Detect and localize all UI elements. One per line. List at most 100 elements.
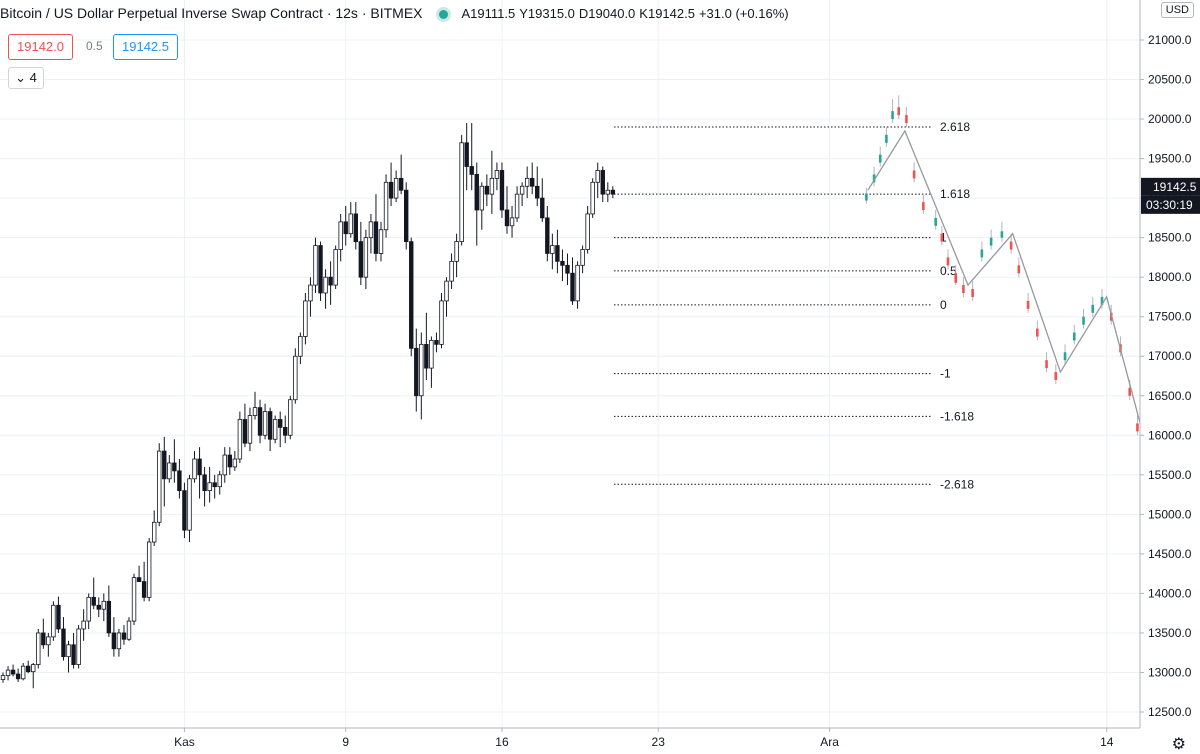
candle bbox=[424, 312, 429, 380]
candle-body bbox=[499, 170, 505, 211]
candle bbox=[10, 664, 16, 677]
candle-body bbox=[393, 177, 399, 199]
candle-body bbox=[469, 166, 474, 175]
candle-body bbox=[262, 411, 268, 436]
candle-body bbox=[41, 632, 46, 646]
chart-header: Bitcoin / US Dollar Perpetual Inverse Sw… bbox=[0, 5, 793, 25]
spread-value: 0.5 bbox=[86, 39, 103, 53]
candle-body bbox=[257, 407, 263, 436]
time-tick-label: 16 bbox=[495, 735, 509, 749]
zigzag-path bbox=[867, 129, 1157, 483]
candle bbox=[131, 573, 137, 626]
candle-body bbox=[535, 185, 540, 199]
candle-body bbox=[585, 213, 590, 250]
candle-body bbox=[318, 245, 323, 294]
candle-body bbox=[106, 600, 112, 634]
candle-body bbox=[202, 474, 207, 492]
candle bbox=[353, 202, 358, 250]
candle bbox=[313, 237, 318, 293]
candle-body bbox=[177, 470, 182, 492]
candle bbox=[101, 593, 106, 622]
sell-price-button[interactable]: 19142.0 bbox=[8, 34, 73, 60]
candle bbox=[71, 632, 76, 669]
candle bbox=[378, 221, 384, 262]
time-axis[interactable]: Kas91623Ara142120211118 bbox=[0, 727, 1200, 749]
overlay-candle-body bbox=[1009, 241, 1013, 250]
price-tick-label: 13000.0 bbox=[1148, 665, 1192, 679]
overlay-candle bbox=[1063, 344, 1067, 365]
candle-body bbox=[252, 407, 258, 416]
symbol-title[interactable]: Bitcoin / US Dollar Perpetual Inverse Sw… bbox=[0, 5, 423, 21]
candle bbox=[439, 292, 444, 349]
candle-body bbox=[182, 490, 187, 531]
candle bbox=[504, 186, 510, 234]
overlay-candle bbox=[1045, 352, 1048, 373]
candle-body bbox=[595, 170, 600, 183]
candle bbox=[227, 447, 232, 475]
candle-body bbox=[388, 181, 394, 199]
ohlc-high-key: Y bbox=[519, 6, 528, 21]
candle-body bbox=[383, 181, 389, 231]
currency-button[interactable]: USD bbox=[1160, 2, 1194, 18]
candle-body bbox=[343, 221, 348, 235]
candle bbox=[545, 206, 550, 262]
candle-body bbox=[197, 458, 202, 476]
candle-body bbox=[444, 280, 449, 302]
candle-body bbox=[151, 521, 157, 543]
ohlc-high: 19315.0 bbox=[527, 6, 575, 21]
candle-body bbox=[363, 237, 369, 278]
legend-count: 4 bbox=[29, 70, 37, 85]
candle-body bbox=[10, 669, 16, 675]
candle bbox=[5, 666, 11, 681]
candle-body bbox=[121, 632, 127, 640]
candle bbox=[303, 292, 308, 345]
candle bbox=[600, 166, 605, 203]
overlay-candle bbox=[1082, 308, 1085, 329]
ohlc-readout: A19111.5 Y19315.0 D19040.0 K19142.5 +31.0 (+… bbox=[462, 6, 793, 21]
candle-body bbox=[81, 620, 86, 630]
candle-body bbox=[474, 173, 479, 211]
candle-body bbox=[429, 340, 434, 369]
candle-body bbox=[378, 229, 384, 254]
candle-body bbox=[398, 177, 404, 191]
legend-toggle-button[interactable]: ⌄ 4 bbox=[8, 67, 44, 89]
candle bbox=[358, 221, 364, 286]
candle bbox=[298, 332, 303, 365]
candle-body bbox=[439, 300, 444, 345]
candle bbox=[177, 459, 182, 499]
candle bbox=[550, 233, 555, 270]
candle bbox=[232, 451, 238, 471]
candle-body bbox=[56, 604, 61, 630]
price-tick-label: 15500.0 bbox=[1148, 468, 1192, 482]
candle-body bbox=[424, 343, 429, 369]
overlay-candle bbox=[1072, 324, 1076, 345]
overlay-candle-body bbox=[934, 217, 937, 226]
price-tick-label: 20500.0 bbox=[1148, 73, 1192, 87]
candle bbox=[499, 162, 505, 218]
price-tick-label: 13500.0 bbox=[1148, 626, 1192, 640]
candle bbox=[368, 213, 374, 254]
overlay-candle-body bbox=[971, 289, 974, 297]
overlay-candle bbox=[905, 107, 908, 128]
candle bbox=[560, 249, 565, 282]
candle-body bbox=[479, 185, 484, 211]
candle-body bbox=[409, 241, 414, 349]
candle-body bbox=[540, 197, 545, 219]
price-axis[interactable]: 12500.0 13000.0 13500.0 14000.0 14500.0 15000… bbox=[1139, 0, 1200, 753]
overlay-candle-body bbox=[1072, 332, 1076, 341]
gear-icon[interactable]: ⚙ bbox=[1171, 736, 1186, 753]
candle bbox=[323, 269, 328, 309]
fibonacci-extension-tool[interactable]: 2.618 1.618 1 0.5 0 -1 -1.618 -2.618 bbox=[614, 120, 974, 491]
overlay-candle-body bbox=[954, 273, 957, 283]
candle bbox=[580, 245, 585, 274]
candle bbox=[318, 241, 323, 301]
candle-body bbox=[580, 249, 585, 266]
candle bbox=[575, 261, 580, 309]
candle bbox=[61, 617, 66, 661]
buy-price-button[interactable]: 19142.5 bbox=[113, 34, 178, 60]
overlay-candle-body bbox=[1100, 296, 1104, 305]
candle-body bbox=[504, 209, 510, 227]
zigzag-line[interactable] bbox=[867, 129, 1157, 483]
candle bbox=[202, 466, 207, 507]
